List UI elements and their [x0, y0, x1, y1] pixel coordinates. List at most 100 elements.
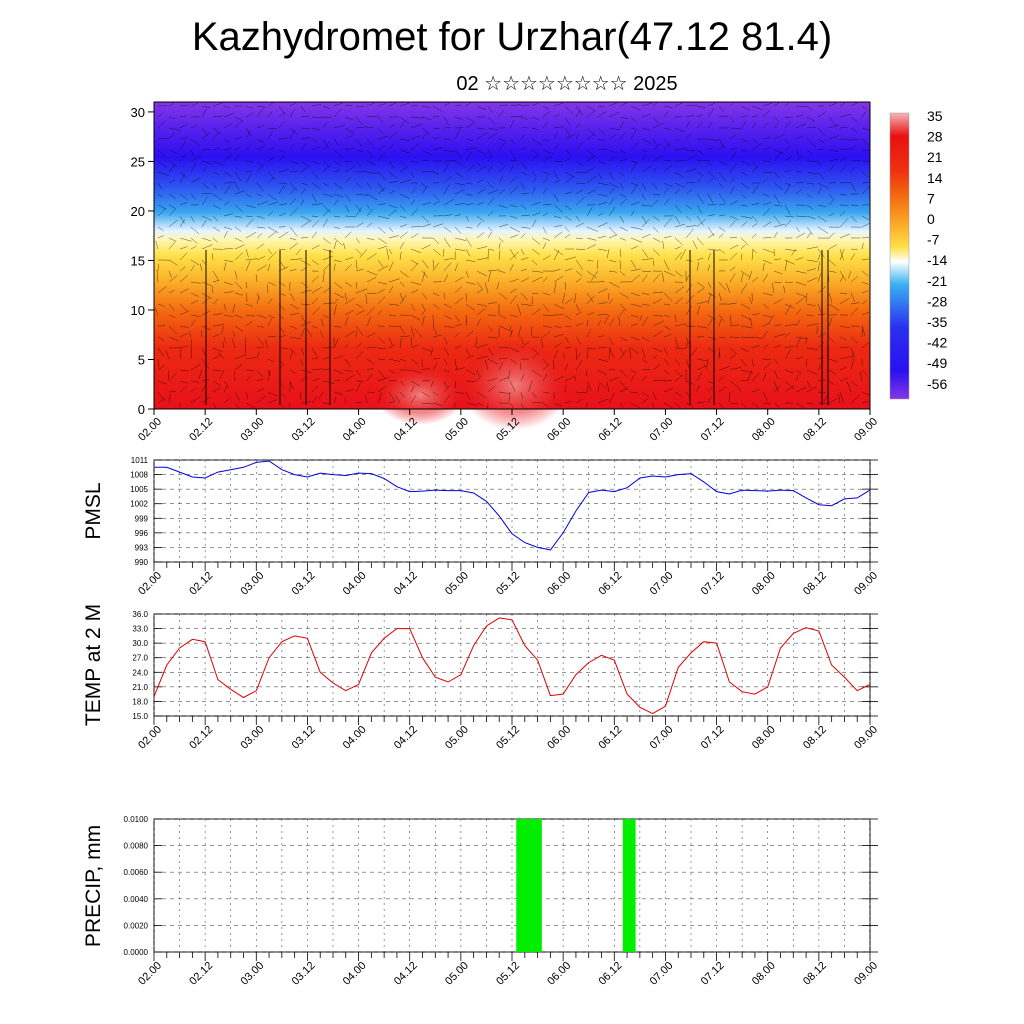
wind-vector	[575, 160, 584, 167]
wind-vector	[157, 336, 165, 341]
wind-vector	[806, 226, 814, 236]
wind-vector	[850, 215, 857, 223]
wind-vector	[465, 402, 478, 406]
wind-vector	[518, 325, 522, 337]
wind-vector	[311, 193, 317, 203]
series-line	[154, 460, 871, 551]
wind-vector	[267, 335, 277, 338]
wind-vector	[333, 292, 345, 299]
wind-vector	[828, 102, 837, 107]
wind-vector	[663, 303, 671, 306]
wind-vector	[476, 355, 488, 360]
wind-vector	[311, 203, 323, 206]
wind-vector	[542, 292, 551, 296]
wind-vector	[410, 289, 419, 294]
wind-vector	[707, 171, 717, 179]
wind-vector	[223, 201, 230, 206]
wind-vector	[443, 380, 448, 389]
wind-vector	[509, 186, 519, 195]
wind-vector	[520, 248, 525, 256]
wind-vector	[432, 314, 434, 327]
wind-vector	[476, 289, 484, 294]
wind-vector	[245, 321, 253, 327]
wind-vector	[399, 292, 404, 302]
wind-vector	[168, 336, 179, 342]
wind-vector	[267, 314, 275, 319]
wind-vector	[619, 349, 627, 360]
wind-vector	[806, 358, 808, 367]
wind-vector	[487, 133, 497, 140]
wind-vector	[300, 127, 311, 129]
wind-vector	[476, 318, 481, 327]
y-tick-label: 18.0	[132, 697, 148, 706]
wind-vector	[597, 335, 604, 338]
wind-vector	[597, 380, 607, 390]
wind-vector	[179, 202, 188, 206]
wind-vector	[509, 164, 515, 173]
wind-vector	[597, 149, 608, 151]
wind-vector	[222, 341, 225, 349]
wind-vector	[564, 116, 571, 125]
wind-vector	[795, 292, 806, 297]
wind-vector	[795, 369, 802, 375]
wind-vector	[597, 127, 606, 136]
wind-vector	[553, 376, 564, 382]
wind-vector	[817, 148, 825, 151]
wind-vector	[828, 358, 838, 363]
wind-vector	[366, 358, 375, 365]
wind-vector	[432, 237, 439, 244]
wind-vector	[388, 391, 395, 402]
wind-vector	[377, 369, 386, 379]
wind-vector	[839, 127, 848, 129]
wind-vector	[663, 159, 672, 162]
wind-vector	[311, 171, 319, 180]
wind-vector	[817, 127, 825, 136]
wind-vector	[597, 347, 607, 349]
wind-vector	[641, 154, 646, 162]
wind-vector	[597, 248, 608, 251]
heatmap-x-tick-label: 08.12	[801, 416, 829, 444]
wind-vector	[762, 102, 773, 107]
wind-vector	[542, 171, 550, 175]
wind-vector	[300, 166, 309, 173]
wind-vector	[333, 263, 336, 272]
wind-vector	[156, 270, 159, 283]
wind-vector	[278, 111, 286, 118]
wind-vector	[421, 244, 431, 250]
heatmap-x-tick-label: 06.12	[596, 416, 624, 444]
wind-vector	[740, 138, 749, 143]
wind-vector	[289, 188, 296, 195]
wind-vector	[223, 147, 232, 151]
wind-vector	[641, 166, 652, 173]
wind-vector	[784, 184, 791, 195]
wind-vector	[190, 102, 198, 107]
wind-vector	[828, 398, 838, 404]
wind-vector	[564, 204, 572, 211]
wind-vector	[355, 149, 363, 153]
wind-vector	[740, 253, 743, 261]
wind-vector	[443, 303, 452, 308]
wind-vector	[517, 304, 522, 316]
wind-vector	[531, 353, 538, 360]
y-tick-label: 999	[135, 514, 149, 523]
wind-vector	[553, 402, 562, 407]
wind-vector	[630, 323, 639, 327]
wind-vector	[267, 231, 277, 239]
wind-vector	[652, 259, 655, 266]
wind-vector	[696, 160, 709, 162]
wind-vector	[322, 193, 334, 197]
wind-vector	[509, 380, 516, 392]
wind-vector	[773, 152, 782, 162]
wind-vector	[641, 149, 648, 153]
wind-vector	[245, 218, 254, 228]
wind-vector	[553, 249, 560, 261]
wind-vector	[168, 132, 175, 140]
wind-vector	[454, 358, 457, 370]
wind-vector	[839, 233, 851, 239]
wind-vector	[860, 371, 863, 382]
x-tick-label: 02.00	[136, 724, 164, 752]
wind-vector	[278, 231, 289, 239]
wind-vector	[443, 184, 450, 195]
wind-vector	[188, 330, 192, 338]
wind-vector	[157, 149, 166, 158]
